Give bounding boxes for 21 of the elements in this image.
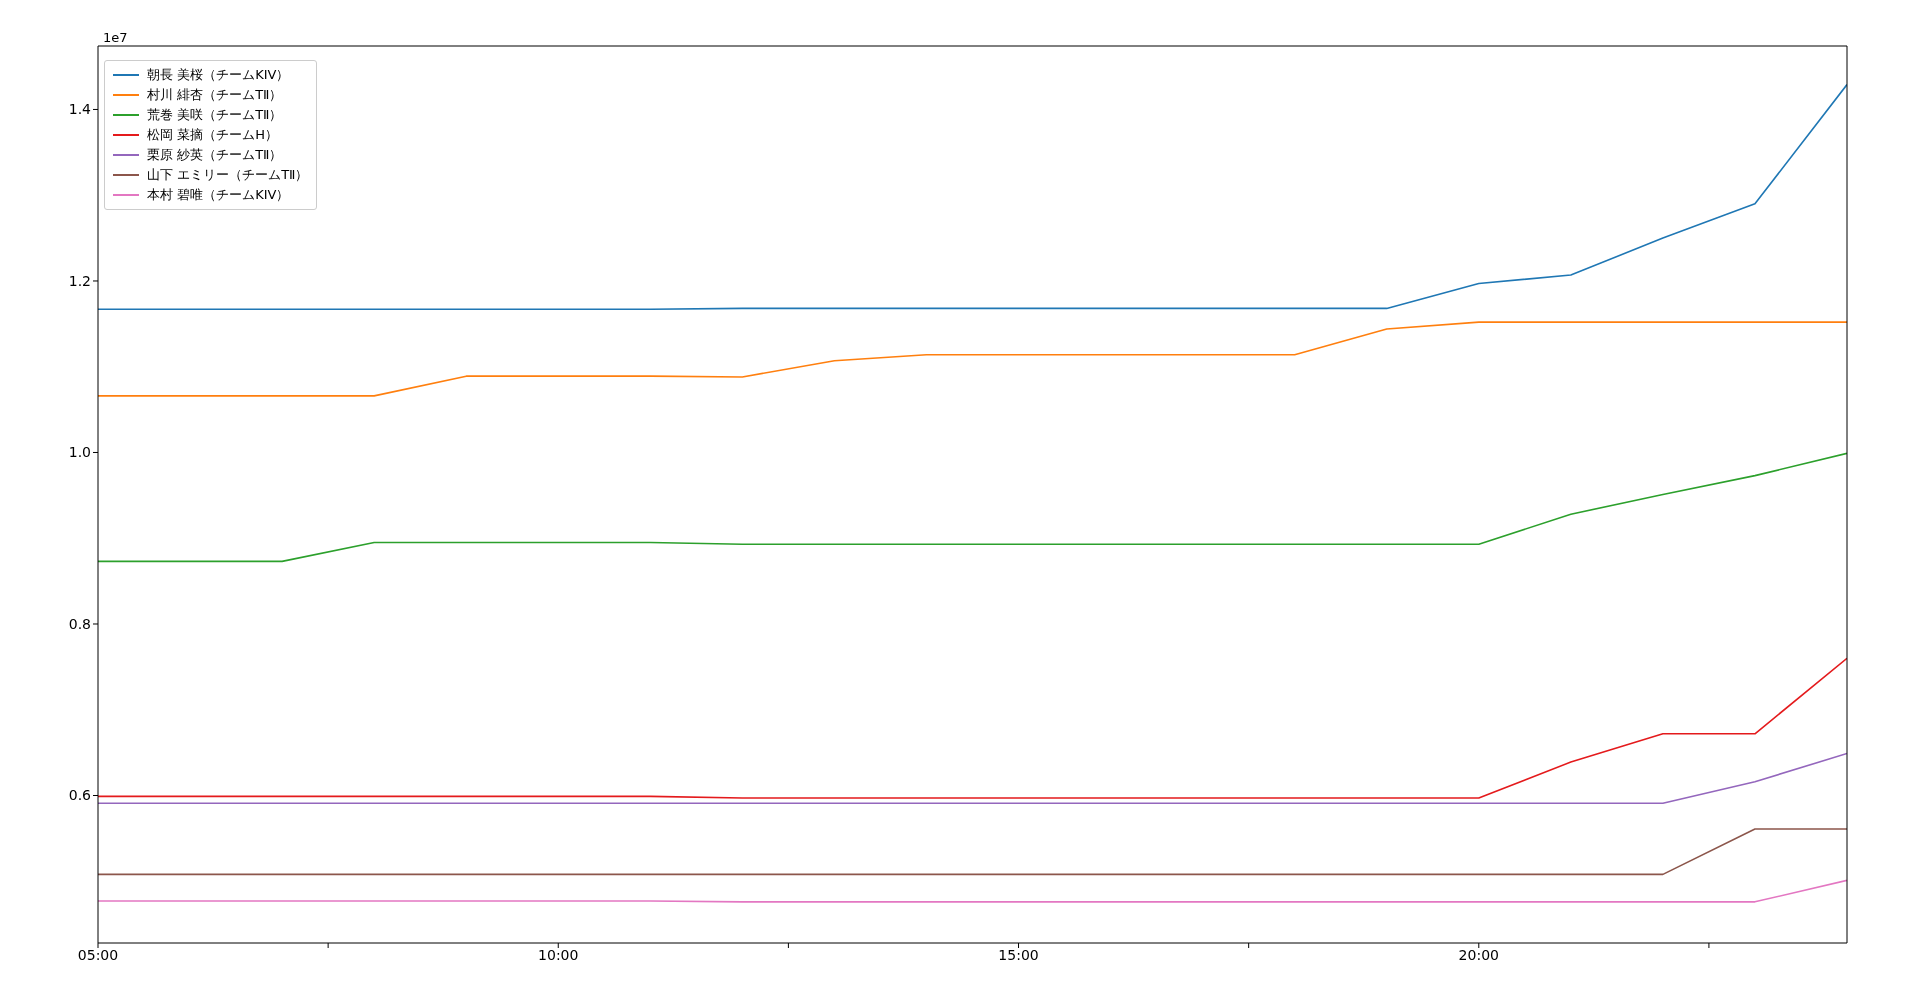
legend-label: 荒巻 美咲（チームTⅡ） [147, 106, 283, 124]
line-series [98, 657, 1847, 799]
line-series [98, 321, 1847, 397]
text: 1e7 [103, 30, 128, 45]
legend-label: 松岡 菜摘（チームH） [147, 126, 278, 144]
x-tick-label: 05:00 [77, 946, 119, 963]
line-series [98, 452, 1847, 563]
x-tick-label: 15:00 [998, 946, 1039, 963]
x-tick-label: 20:00 [1458, 946, 1499, 963]
legend-label: 栗原 紗英（チームTⅡ） [147, 146, 283, 164]
y-tick-label: 1.0 [68, 444, 91, 461]
y-tick-label: 1.2 [68, 272, 91, 289]
legend-label: 村川 緋杏（チームTⅡ） [147, 86, 283, 104]
legend-label: 本村 碧唯（チームKIV） [147, 186, 290, 204]
legend-label: 山下 エミリー（チームTⅡ） [147, 166, 309, 184]
y-tick-label: 0.8 [68, 615, 91, 632]
y-tick-label: 1.4 [68, 101, 92, 118]
line-series [98, 83, 1847, 311]
legend-label: 朝長 美桜（チームKIV） [147, 66, 290, 84]
y-tick-label: 0.6 [68, 787, 92, 804]
x-tick-label: 10:00 [538, 946, 579, 963]
